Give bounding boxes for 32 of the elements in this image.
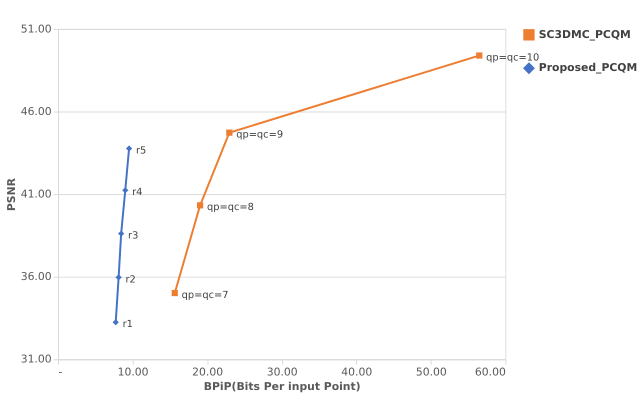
annotation: qp=qc=9 (236, 130, 284, 141)
point (172, 290, 178, 296)
point (118, 230, 124, 237)
y-tick-label: 41.00 (20, 188, 52, 201)
annotation: r1 (122, 319, 133, 330)
annotation: qp=qc=7 (182, 290, 228, 301)
point (112, 319, 119, 326)
x-tick-label: 50.00 (416, 366, 447, 378)
point (226, 130, 232, 136)
y-tick-label: 36.00 (20, 270, 52, 284)
x-tick-label: - (58, 366, 62, 378)
x-tick-label: 20.00 (192, 366, 224, 378)
x-axis-title: BPiP(Bits Per input Point) (204, 380, 361, 394)
y-tick-label: 46.00 (20, 104, 52, 118)
x-tick-label: 10.00 (118, 366, 149, 378)
annotation: r2 (126, 274, 136, 286)
point (197, 202, 204, 208)
x-tick-label: 40.00 (341, 366, 372, 378)
y-tick-label: 31.00 (20, 352, 52, 366)
annotation: qp=qc=8 (206, 202, 254, 214)
legend-label: Proposed_PCQM (538, 61, 638, 74)
annotation: qp=qc=10 (486, 52, 540, 64)
y-tick-label: 51.00 (20, 22, 52, 36)
legend-label: SC3DMC_PCQM (538, 28, 631, 41)
annotation: r5 (136, 145, 146, 156)
annotation: r3 (128, 230, 138, 242)
y-axis-title: PSNR (4, 177, 18, 212)
x-tick-label: 60.00 (474, 366, 506, 378)
x-tick-label: 30.00 (266, 366, 298, 378)
annotation: r4 (132, 187, 142, 198)
point (476, 52, 482, 59)
point (126, 145, 132, 152)
